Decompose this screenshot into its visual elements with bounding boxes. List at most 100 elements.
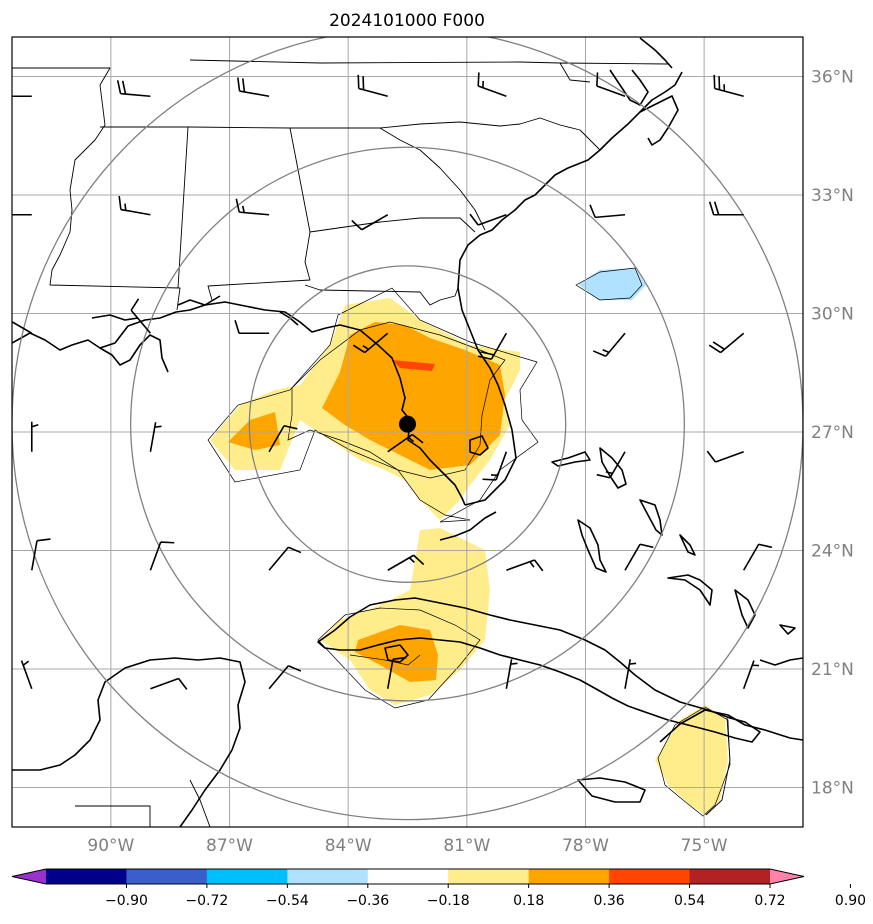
range-ring-2 (12, 37, 803, 821)
range-rings (12, 37, 803, 821)
map-panel: 36°N 33°N 30°N 27°N 24°N 21°N 18°N 90°W 87°W 84°… (11, 36, 854, 856)
colorbar-extend-high (770, 869, 804, 884)
wind-barb-1-2 (235, 198, 270, 216)
wind-barb-0-2 (237, 77, 270, 98)
hispaniola (659, 709, 803, 743)
wind-barb-3-5 (596, 451, 626, 479)
lat-label-0: 36°N (811, 68, 854, 88)
wind-barb-4-1 (149, 541, 175, 571)
borders (12, 59, 731, 827)
wind-barb-4-5 (624, 543, 654, 571)
lon-label-5: 75°W (681, 836, 728, 856)
lat-label-4: 24°N (811, 542, 854, 562)
wind-barb-4-4 (506, 559, 544, 572)
lat-label-2: 30°N (811, 305, 854, 325)
bahamas-2 (599, 447, 627, 489)
lon-label-4: 78°W (562, 836, 609, 856)
shade-eastern-gulf (228, 412, 280, 450)
colorbar-bin-3 (287, 869, 369, 884)
wind-barb-1-4 (469, 213, 507, 226)
colorbar-label-0: −0.90 (105, 893, 148, 909)
longitude-labels: 90°W 87°W 84°W 81°W 78°W 75°W (87, 836, 727, 856)
range-ring-1 (129, 146, 686, 702)
lat-label-1: 33°N (811, 186, 854, 206)
wind-barb-5-2 (268, 665, 302, 690)
colorbar-label-9: 0.90 (835, 893, 866, 909)
lon-label-0: 90°W (87, 836, 134, 856)
wind-barb-0-1 (116, 80, 151, 98)
wind-barb-5-5 (624, 659, 637, 689)
lon-label-1: 87°W (206, 836, 253, 856)
bahamas-8 (759, 657, 803, 666)
coastlines (12, 37, 803, 827)
wind-barb-5-3 (386, 656, 407, 689)
colorbar-label-4: −0.18 (427, 893, 470, 909)
wind-barb-1-5 (589, 204, 626, 219)
wind-barb-2-6 (708, 332, 745, 354)
colorbar-label-2: −0.54 (266, 893, 309, 909)
bahamas-1 (551, 451, 591, 467)
colorbar-label-3: −0.36 (346, 893, 389, 909)
haiti-dr-border (705, 717, 731, 816)
lat-label-3: 27°N (811, 423, 854, 443)
colorbar-extend-low (12, 869, 46, 884)
wind-barb-3-3 (387, 433, 424, 453)
outer-banks (639, 95, 679, 146)
bahamas-5 (679, 534, 696, 556)
colorbar: −0.90 −0.72 −0.54 −0.36 −0.18 0.18 0.36 0.54 0.7… (11, 868, 866, 909)
colorbar-bin-4 (367, 869, 449, 884)
range-ring-0 (248, 265, 567, 583)
wind-barb-3-2 (268, 424, 298, 453)
wind-barb-0-0 (12, 95, 32, 98)
map-frame (11, 36, 804, 828)
gridlines (12, 37, 803, 827)
field-contours (207, 267, 731, 817)
wind-barb-2-3 (352, 332, 389, 354)
wind-barb-5-1 (150, 677, 188, 690)
wind-barb-0-6 (713, 74, 744, 98)
wind-barb-2-0 (12, 320, 33, 334)
latitude-labels: 36°N 33°N 30°N 27°N 24°N 21°N 18°N (811, 68, 854, 799)
wind-barb-2-2 (234, 320, 270, 335)
lat-label-6: 18°N (811, 779, 854, 799)
wind-barb-1-3 (351, 214, 389, 231)
wind-barb-4-3 (387, 554, 425, 571)
colorbar-bin-5 (448, 869, 530, 884)
colorbar-label-5: 0.18 (513, 893, 544, 909)
colorbar-bin-6 (528, 869, 610, 884)
wind-barb-0-3 (357, 74, 388, 98)
wind-barb-5-6 (742, 660, 760, 690)
wind-barb-4-6 (742, 543, 773, 571)
state-borders (12, 59, 669, 311)
shade-north-central-florida (392, 360, 435, 371)
colorbar-label-7: 0.54 (674, 893, 705, 909)
chesapeake (609, 37, 673, 106)
keys (439, 511, 497, 541)
bahamas-6 (667, 574, 713, 606)
colorbar-label-1: −0.72 (185, 893, 228, 909)
wind-barb-2-4 (477, 332, 508, 361)
us-gulf-coast (12, 301, 466, 506)
jamaica (577, 777, 646, 803)
wind-barb-1-1 (118, 195, 151, 216)
wind-barb-3-0 (30, 421, 39, 452)
plot-title: 2024101000 F000 (329, 11, 485, 31)
wind-barb-3-6 (706, 450, 744, 463)
bahamas-4 (577, 519, 607, 573)
wind-barb-3-1 (149, 422, 162, 452)
wind-barb-0-5 (596, 72, 626, 98)
colorbar-bin-1 (126, 869, 208, 884)
wind-barb-1-0 (12, 213, 32, 216)
us-atlantic-coast-florida (457, 71, 683, 506)
colorbar-label-6: 0.36 (594, 893, 625, 909)
shade-atlantic-east-of-georgia (578, 268, 646, 300)
wind-barb-4-2 (268, 546, 302, 571)
shade-florida-straits-to-cuba (320, 528, 490, 705)
country-border-mexico-guatemala (75, 779, 211, 827)
colorbar-label-8: 0.72 (754, 893, 785, 909)
wind-barb-5-0 (20, 660, 33, 690)
lake-okeechobee (469, 435, 489, 456)
colorbar-bin-8 (689, 869, 771, 884)
wind-barbs (12, 72, 773, 690)
